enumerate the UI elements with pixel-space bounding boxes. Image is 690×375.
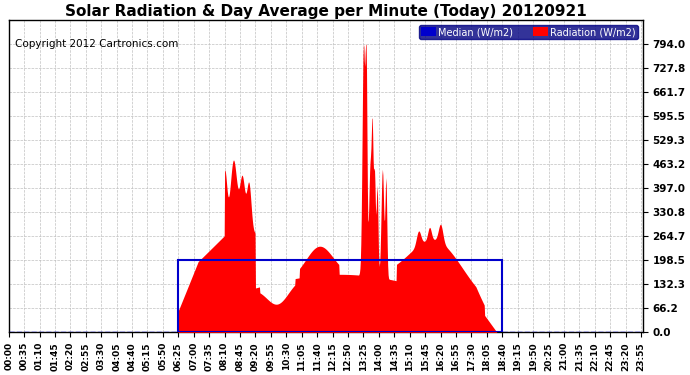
- Bar: [178, 260, 502, 332]
- Legend: Median (W/m2), Radiation (W/m2): Median (W/m2), Radiation (W/m2): [419, 25, 638, 39]
- Title: Solar Radiation & Day Average per Minute (Today) 20120921: Solar Radiation & Day Average per Minute…: [65, 4, 586, 19]
- Text: Copyright 2012 Cartronics.com: Copyright 2012 Cartronics.com: [15, 39, 179, 49]
